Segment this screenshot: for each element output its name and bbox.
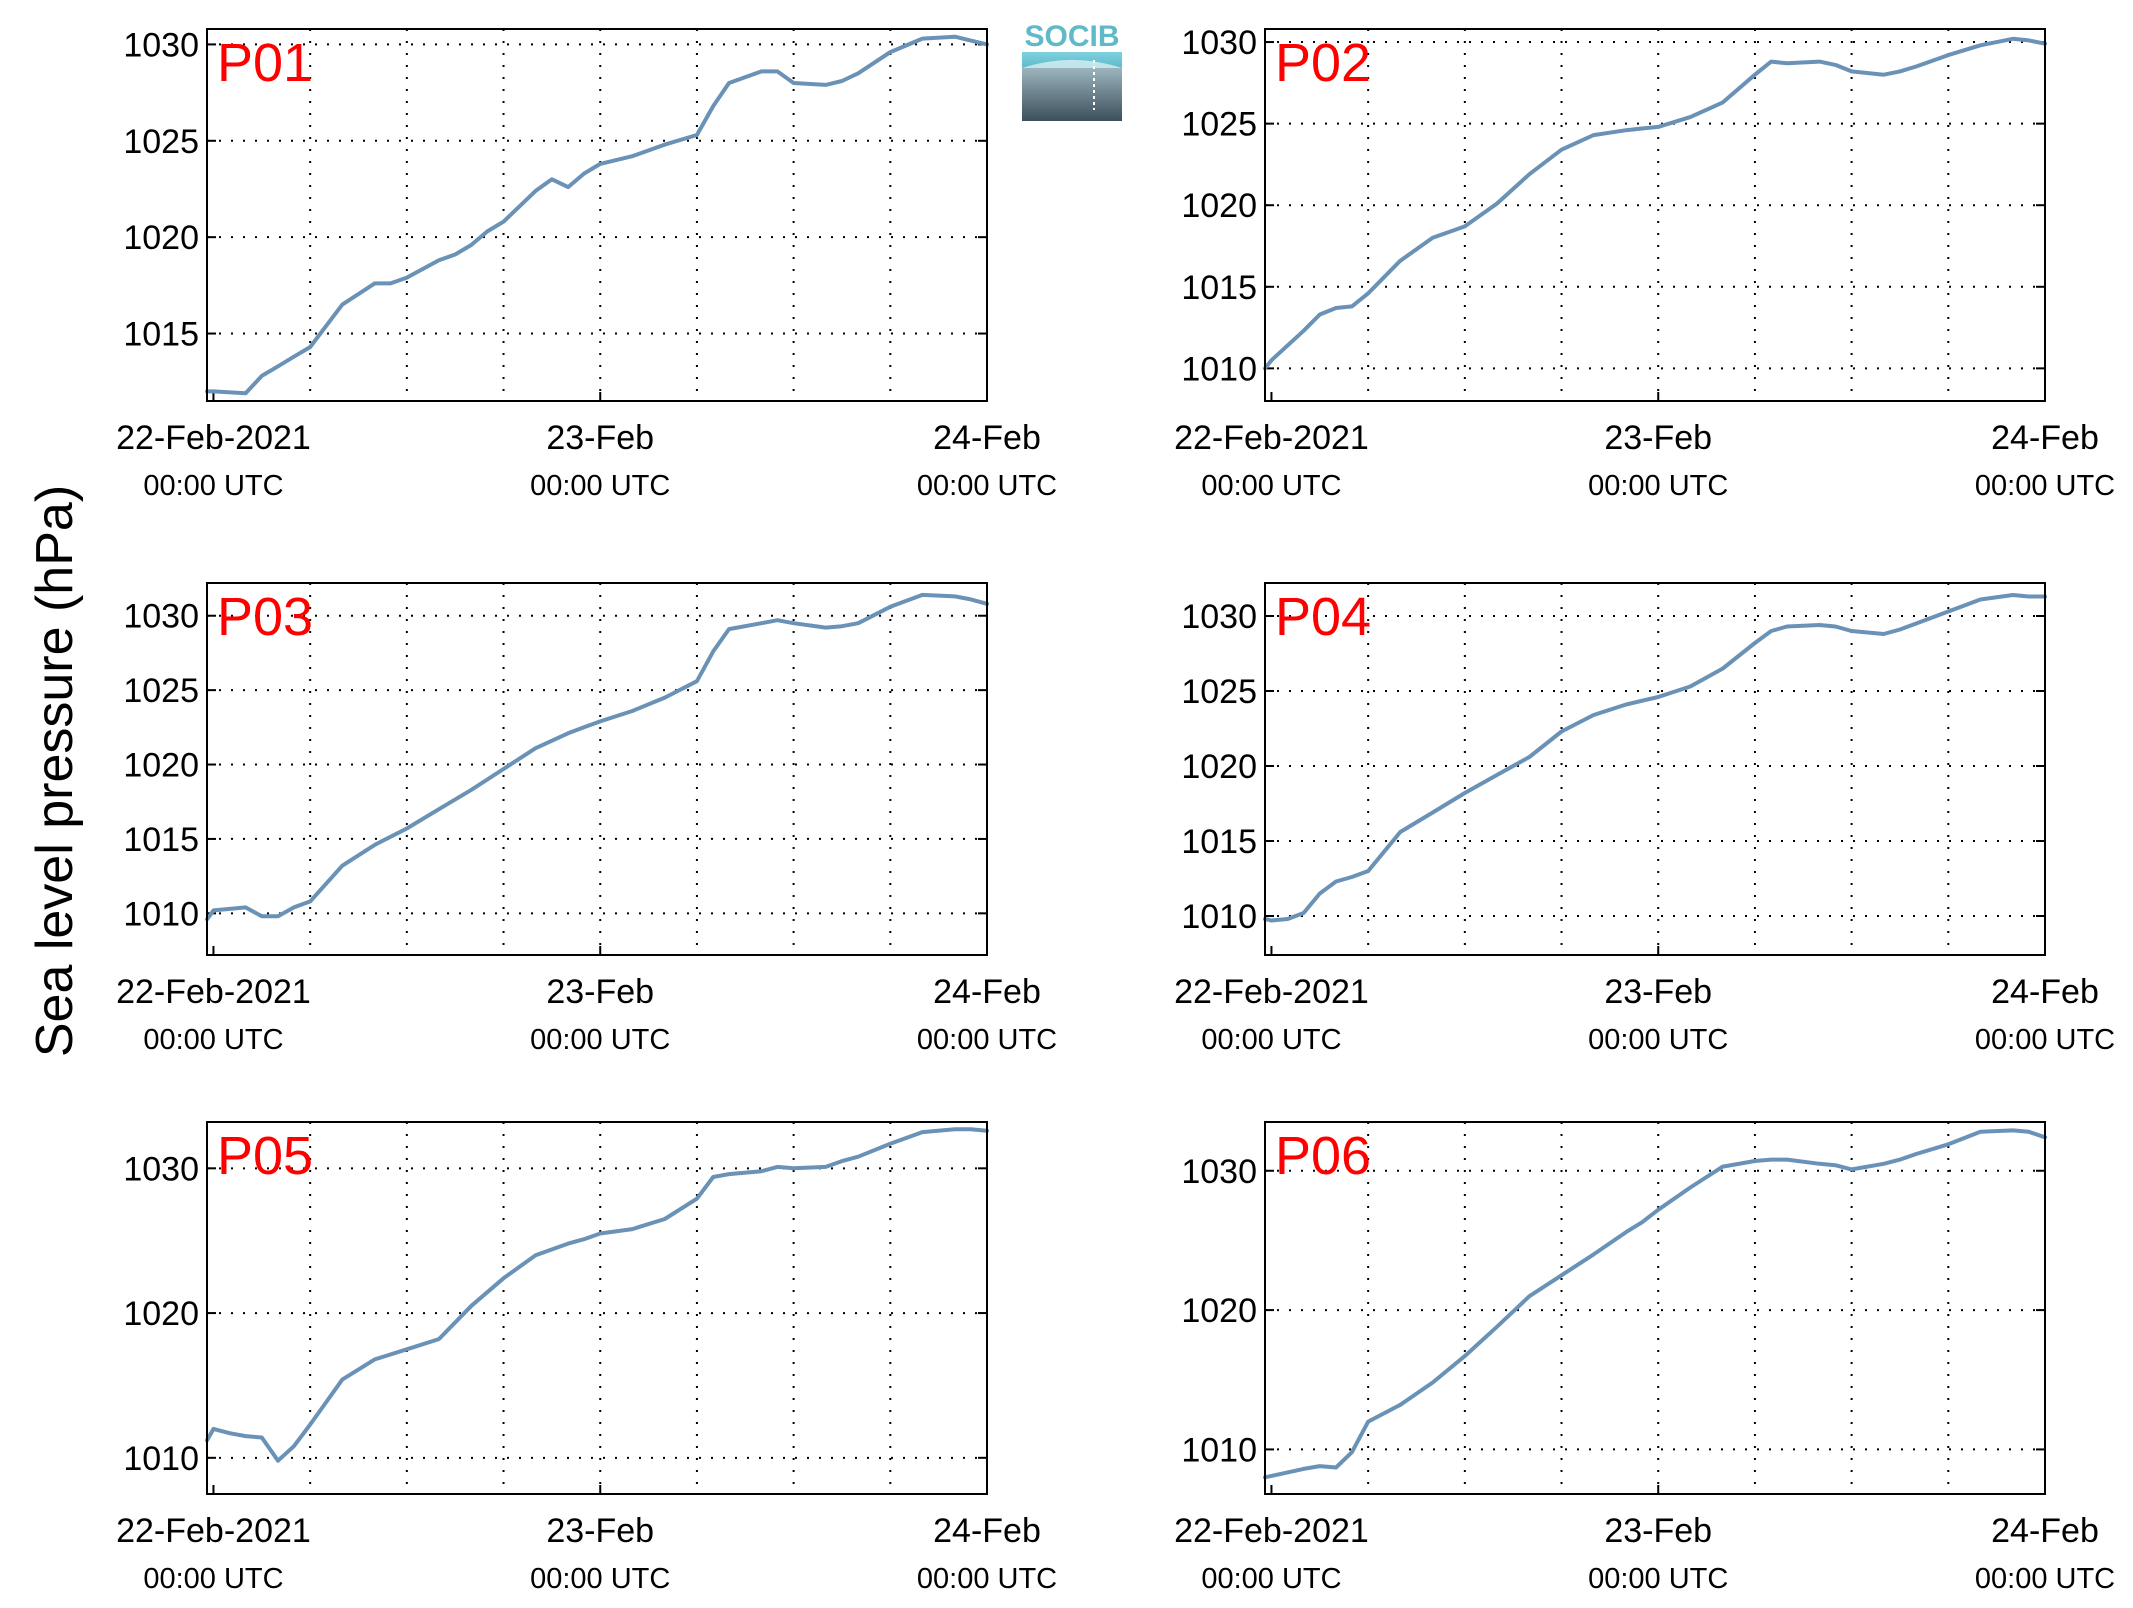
x-tick-label: 23-Feb	[546, 419, 654, 457]
y-tick-label: 1025	[123, 123, 199, 161]
pressure-series-line	[1263, 593, 2047, 923]
chart-panel-p02: 1010 1015 1020 1025 1030 22-Feb-2021 00:00 UTC…	[1174, 24, 2115, 502]
y-tick-label: 1020	[1181, 748, 1257, 786]
x-tick-label: 24-Feb	[933, 973, 1041, 1011]
x-tick-label: 24-Feb	[1991, 1512, 2099, 1550]
x-tick-label: 22-Feb-2021	[1174, 1512, 1369, 1550]
y-tick-label: 1020	[123, 1295, 199, 1333]
y-tick-label: 1020	[123, 219, 199, 257]
y-tick-label: 1010	[1181, 1431, 1257, 1469]
x-tick-sublabel: 00:00 UTC	[1975, 1563, 2115, 1595]
x-tick-label: 22-Feb-2021	[116, 1512, 311, 1550]
panel-label: P02	[1275, 33, 1371, 93]
x-tick-sublabel: 00:00 UTC	[1588, 1024, 1728, 1056]
pressure-series-line	[1263, 1128, 2047, 1480]
pressure-series-line	[205, 592, 989, 922]
x-tick-sublabel: 00:00 UTC	[917, 1024, 1057, 1056]
chart-panel-p03: 1010 1015 1020 1025 1030 22-Feb-2021 00:00 UTC…	[116, 582, 1057, 1056]
socib-logo: SOCIB	[1022, 20, 1122, 121]
x-tick-sublabel: 00:00 UTC	[1588, 1563, 1728, 1595]
x-tick-sublabel: 00:00 UTC	[530, 1563, 670, 1595]
y-tick-label: 1025	[1181, 106, 1257, 144]
panel-label: P06	[1275, 1126, 1371, 1186]
plot-frame	[206, 28, 988, 402]
y-tick-label: 1010	[1181, 350, 1257, 388]
chart-panel-p05: 1010 1020 1030 22-Feb-2021 00:00 UTC 23-Feb 00…	[116, 1121, 1057, 1595]
x-tick-label: 22-Feb-2021	[116, 973, 311, 1011]
plot-frame	[1264, 582, 2046, 956]
y-tick-label: 1030	[1181, 24, 1257, 62]
x-tick-label: 23-Feb	[1604, 1512, 1712, 1550]
y-tick-label: 1020	[1181, 1292, 1257, 1330]
panel-label: P01	[217, 33, 313, 93]
x-tick-label: 23-Feb	[1604, 419, 1712, 457]
x-tick-label: 23-Feb	[1604, 973, 1712, 1011]
y-tick-label: 1010	[1181, 898, 1257, 936]
x-tick-label: 23-Feb	[546, 973, 654, 1011]
y-tick-label: 1015	[123, 316, 199, 354]
x-tick-sublabel: 00:00 UTC	[143, 470, 283, 502]
panel-label: P04	[1275, 587, 1371, 647]
plot-frame	[1264, 1121, 2046, 1495]
y-tick-label: 1020	[123, 747, 199, 785]
x-tick-sublabel: 00:00 UTC	[1588, 470, 1728, 502]
y-tick-label: 1010	[123, 1440, 199, 1478]
y-tick-label: 1030	[123, 598, 199, 636]
x-tick-label: 22-Feb-2021	[116, 419, 311, 457]
x-tick-label: 22-Feb-2021	[1174, 973, 1369, 1011]
logo-body	[1022, 68, 1122, 121]
x-tick-sublabel: 00:00 UTC	[917, 470, 1057, 502]
y-tick-label: 1015	[1181, 823, 1257, 861]
x-tick-sublabel: 00:00 UTC	[143, 1563, 283, 1595]
y-axis-label: Sea level pressure (hPa)	[26, 485, 84, 1057]
plot-frame	[206, 1121, 988, 1495]
x-tick-sublabel: 00:00 UTC	[1975, 1024, 2115, 1056]
plot-frame	[1264, 28, 2046, 402]
logo-text: SOCIB	[1024, 20, 1119, 53]
y-tick-label: 1010	[123, 895, 199, 933]
pressure-series-line	[1263, 36, 2047, 371]
x-tick-label: 24-Feb	[933, 419, 1041, 457]
panel-label: P05	[217, 1126, 313, 1186]
logo-wave	[1022, 60, 1122, 68]
y-tick-label: 1015	[1181, 269, 1257, 307]
x-tick-sublabel: 00:00 UTC	[1975, 470, 2115, 502]
x-tick-label: 24-Feb	[1991, 419, 2099, 457]
x-tick-sublabel: 00:00 UTC	[1201, 1024, 1341, 1056]
x-tick-label: 22-Feb-2021	[1174, 419, 1369, 457]
x-tick-sublabel: 00:00 UTC	[530, 470, 670, 502]
x-tick-label: 24-Feb	[933, 1512, 1041, 1550]
y-tick-label: 1030	[1181, 1153, 1257, 1191]
y-tick-label: 1025	[1181, 673, 1257, 711]
y-tick-label: 1030	[123, 26, 199, 64]
x-tick-sublabel: 00:00 UTC	[530, 1024, 670, 1056]
panel-label: P03	[217, 587, 313, 647]
x-tick-sublabel: 00:00 UTC	[1201, 1563, 1341, 1595]
y-tick-label: 1020	[1181, 187, 1257, 225]
panels: 1015 1020 1025 1030 22-Feb-2021 00:00 UTC 23-F…	[116, 24, 2115, 1595]
y-tick-label: 1030	[123, 1150, 199, 1188]
pressure-series-line	[205, 34, 989, 396]
pressure-series-line	[205, 1127, 989, 1463]
chart-panel-p06: 1010 1020 1030 22-Feb-2021 00:00 UTC 23-Feb 00…	[1174, 1121, 2115, 1595]
y-tick-label: 1025	[123, 672, 199, 710]
y-tick-label: 1015	[123, 821, 199, 859]
x-tick-sublabel: 00:00 UTC	[917, 1563, 1057, 1595]
chart-panel-p04: 1010 1015 1020 1025 1030 22-Feb-2021 00:00 UTC…	[1174, 582, 2115, 1056]
x-tick-sublabel: 00:00 UTC	[1201, 470, 1341, 502]
x-tick-sublabel: 00:00 UTC	[143, 1024, 283, 1056]
y-tick-label: 1030	[1181, 598, 1257, 636]
chart-panel-p01: 1015 1020 1025 1030 22-Feb-2021 00:00 UTC 23-F…	[116, 26, 1057, 502]
x-tick-label: 23-Feb	[546, 1512, 654, 1550]
plot-frame	[206, 582, 988, 956]
x-tick-label: 24-Feb	[1991, 973, 2099, 1011]
